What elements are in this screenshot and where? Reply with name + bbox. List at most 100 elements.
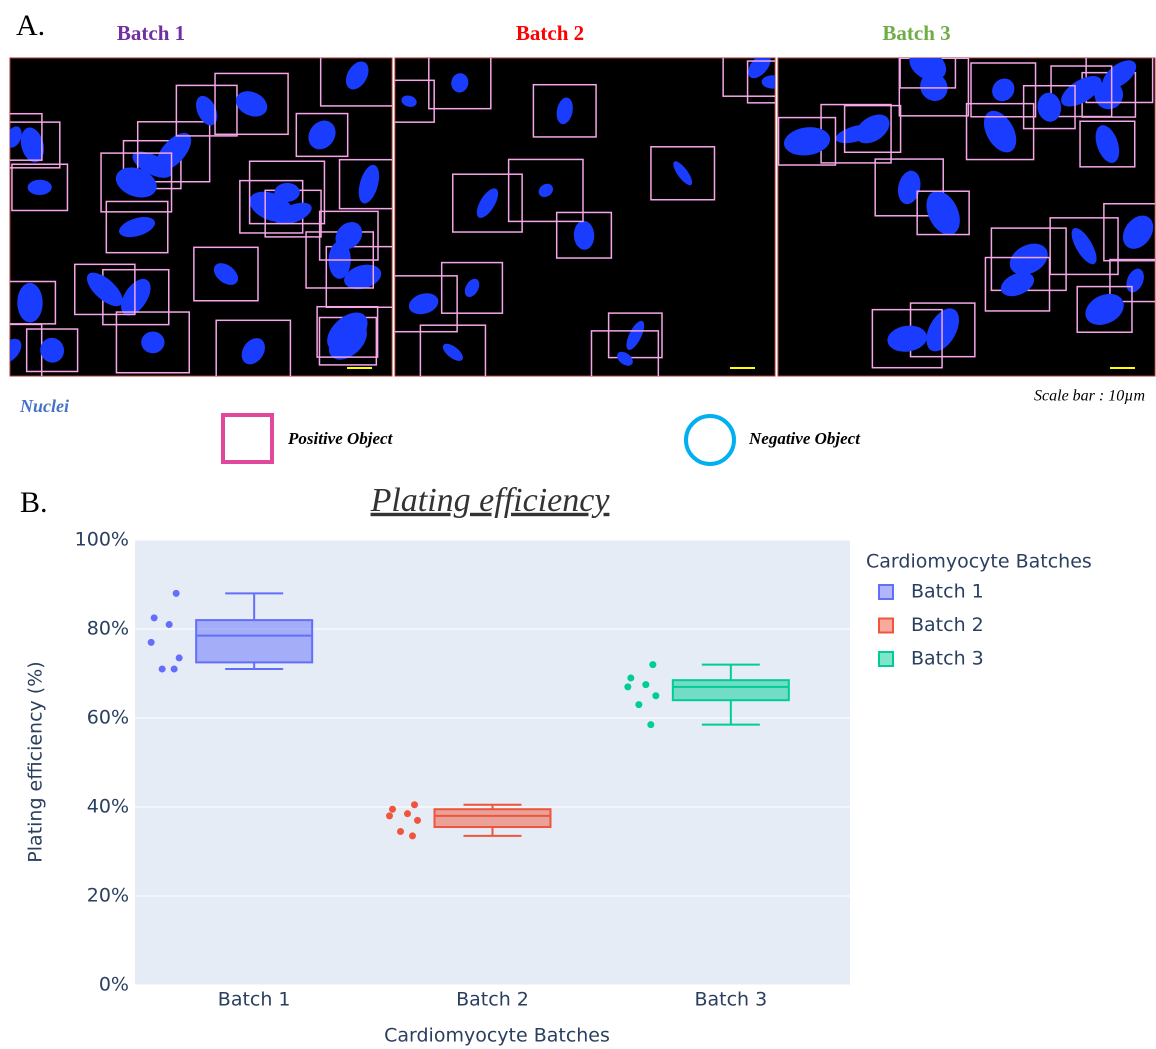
positive-box	[11, 163, 69, 212]
nuclei	[395, 58, 775, 376]
chart-title: Plating efficiency	[370, 482, 611, 519]
nuclei-label: Nuclei	[19, 396, 69, 416]
positive-box	[440, 261, 504, 314]
nucleus	[983, 110, 1017, 153]
panel-title: Batch 3	[882, 21, 950, 45]
positive-box	[214, 72, 289, 136]
point	[624, 683, 632, 691]
panel-title: Batch 2	[516, 21, 584, 45]
y-tick-label: 0%	[99, 974, 129, 996]
nucleus	[274, 202, 312, 225]
nucleus	[141, 331, 165, 354]
nucleus	[464, 278, 480, 298]
nucleus	[1000, 272, 1035, 297]
nucleus	[132, 151, 172, 178]
microscopy-panels: Batch 1 Batch 2 Batch 3	[9, 21, 1156, 377]
nucleus	[27, 179, 52, 195]
nucleus	[926, 190, 960, 235]
point	[404, 810, 411, 818]
box	[433, 808, 552, 829]
positive-box	[532, 83, 597, 138]
positive-box	[555, 211, 613, 259]
panel-title: Batch 1	[117, 21, 185, 45]
nucleus	[538, 183, 553, 198]
positive-box	[25, 328, 79, 373]
y-axis-title: Plating efficiency (%)	[25, 661, 47, 862]
nucleus	[897, 170, 921, 205]
positive-box	[874, 158, 944, 217]
positive-box	[136, 121, 211, 183]
point	[414, 816, 421, 824]
positive-box	[1109, 258, 1155, 303]
nucleus	[617, 351, 633, 366]
x-tick-label: Batch 1	[218, 989, 291, 1011]
positive-box	[965, 102, 1035, 161]
nucleus	[626, 320, 645, 350]
positive-box	[428, 58, 492, 110]
positive-box	[778, 116, 837, 166]
positive-box	[10, 121, 61, 169]
x-tick-label: Batch 3	[694, 989, 767, 1011]
point	[165, 621, 173, 629]
positive-box	[105, 200, 169, 254]
point	[397, 827, 404, 835]
positive-box	[1022, 84, 1076, 130]
nucleus	[10, 126, 22, 148]
box	[671, 679, 790, 702]
point	[411, 801, 418, 809]
point	[150, 614, 158, 622]
legend-label: Batch 2	[911, 614, 984, 636]
legend-swatch	[878, 584, 894, 600]
nucleus	[1037, 92, 1062, 122]
x-tick-label: Batch 2	[456, 989, 529, 1011]
positive-box	[215, 319, 292, 376]
nucleus	[241, 338, 265, 365]
negative-label: Negative Object	[748, 429, 861, 448]
nucleus	[308, 120, 336, 150]
positive-box	[916, 190, 970, 236]
y-tick-label: 40%	[87, 796, 129, 818]
nucleus	[1061, 76, 1102, 107]
positive-box	[871, 308, 943, 369]
positive-box	[395, 79, 435, 123]
positive-box	[100, 152, 173, 213]
nucleus	[992, 78, 1015, 102]
nucleus	[335, 222, 363, 250]
nucleus	[40, 337, 65, 363]
nucleus	[783, 127, 831, 156]
positive-box	[419, 324, 487, 376]
positive-box	[746, 60, 775, 104]
nuclei	[778, 58, 1155, 369]
nucleus	[345, 61, 369, 90]
nucleus	[673, 161, 693, 186]
x-axis-title: Cardiomyocyte Batches	[384, 1025, 610, 1047]
nuclei	[10, 58, 392, 376]
positive-box	[319, 58, 392, 107]
negative-icon	[684, 414, 736, 466]
legend-title: Cardiomyocyte Batches	[866, 551, 1092, 573]
nucleus	[1071, 227, 1097, 265]
nucleus	[920, 73, 948, 101]
positive-box	[74, 263, 136, 316]
nucleus	[442, 343, 463, 361]
point	[170, 665, 178, 673]
nucleus	[761, 75, 775, 89]
nucleus	[358, 164, 380, 204]
positive-box	[1049, 217, 1119, 276]
y-tick-label: 60%	[87, 707, 129, 729]
point	[649, 661, 657, 669]
positive-box	[970, 62, 1037, 118]
panel-label: B.	[20, 486, 48, 519]
nucleus	[121, 278, 151, 316]
nucleus	[196, 95, 218, 126]
positive-box	[1103, 202, 1155, 262]
positive-box	[1085, 58, 1154, 104]
y-tick-label: 20%	[87, 885, 129, 907]
nucleus	[855, 114, 890, 144]
positive-box	[1076, 285, 1133, 333]
plot-area	[135, 540, 850, 985]
nucleus	[1009, 243, 1048, 275]
nucleus	[213, 263, 239, 285]
positive-box	[318, 210, 379, 261]
legend-label: Batch 3	[911, 648, 984, 670]
